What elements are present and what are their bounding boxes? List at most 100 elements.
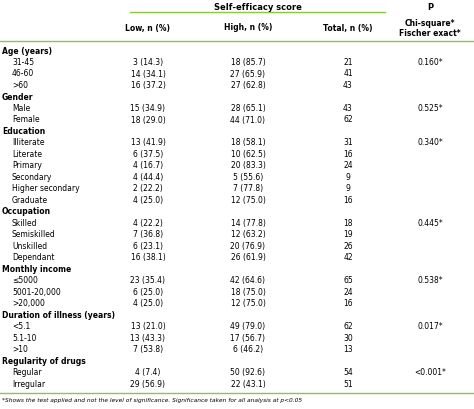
Text: 18 (29.0): 18 (29.0) — [131, 115, 165, 124]
Text: 4 (44.4): 4 (44.4) — [133, 173, 163, 182]
Text: <5.1: <5.1 — [12, 322, 30, 331]
Text: 5.1-10: 5.1-10 — [12, 333, 36, 342]
Text: High, n (%): High, n (%) — [224, 23, 272, 32]
Text: 44 (71.0): 44 (71.0) — [230, 115, 265, 124]
Text: 16: 16 — [343, 196, 353, 204]
Text: 29 (56.9): 29 (56.9) — [130, 379, 165, 388]
Text: >60: >60 — [12, 81, 28, 90]
Text: Male: Male — [12, 104, 30, 113]
Text: 18: 18 — [343, 218, 353, 227]
Text: 9: 9 — [346, 184, 350, 193]
Text: 0.340*: 0.340* — [417, 138, 443, 147]
Text: 0.160*: 0.160* — [417, 58, 443, 67]
Text: Skilled: Skilled — [12, 218, 37, 227]
Text: 22 (43.1): 22 (43.1) — [231, 379, 265, 388]
Text: 27 (62.8): 27 (62.8) — [231, 81, 265, 90]
Text: Total, n (%): Total, n (%) — [323, 23, 373, 32]
Text: 7 (77.8): 7 (77.8) — [233, 184, 263, 193]
Text: 16 (38.1): 16 (38.1) — [131, 253, 165, 262]
Text: 23 (35.4): 23 (35.4) — [130, 276, 165, 285]
Text: Regular: Regular — [12, 368, 42, 377]
Text: Dependant: Dependant — [12, 253, 55, 262]
Text: 14 (34.1): 14 (34.1) — [130, 70, 165, 78]
Text: 16: 16 — [343, 150, 353, 159]
Text: 0.445*: 0.445* — [417, 218, 443, 227]
Text: 4 (25.0): 4 (25.0) — [133, 196, 163, 204]
Text: 6 (25.0): 6 (25.0) — [133, 287, 163, 296]
Text: Illiterate: Illiterate — [12, 138, 45, 147]
Text: Low, n (%): Low, n (%) — [126, 23, 171, 32]
Text: Semiskilled: Semiskilled — [12, 230, 56, 239]
Text: 4 (16.7): 4 (16.7) — [133, 161, 163, 170]
Text: Graduate: Graduate — [12, 196, 48, 204]
Text: Gender: Gender — [2, 92, 34, 101]
Text: Literate: Literate — [12, 150, 42, 159]
Text: 6 (23.1): 6 (23.1) — [133, 241, 163, 250]
Text: 46-60: 46-60 — [12, 70, 34, 78]
Text: 13: 13 — [343, 345, 353, 354]
Text: 20 (83.3): 20 (83.3) — [230, 161, 265, 170]
Text: Education: Education — [2, 127, 45, 136]
Text: 65: 65 — [343, 276, 353, 285]
Text: 15 (34.9): 15 (34.9) — [130, 104, 165, 113]
Text: 26: 26 — [343, 241, 353, 250]
Text: 6 (46.2): 6 (46.2) — [233, 345, 263, 354]
Text: 54: 54 — [343, 368, 353, 377]
Text: 0.525*: 0.525* — [417, 104, 443, 113]
Text: 2 (22.2): 2 (22.2) — [133, 184, 163, 193]
Text: Higher secondary: Higher secondary — [12, 184, 80, 193]
Text: 16 (37.2): 16 (37.2) — [130, 81, 165, 90]
Text: Occupation: Occupation — [2, 207, 51, 216]
Text: 28 (65.1): 28 (65.1) — [231, 104, 265, 113]
Text: Secondary: Secondary — [12, 173, 52, 182]
Text: 18 (85.7): 18 (85.7) — [231, 58, 265, 67]
Text: 62: 62 — [343, 322, 353, 331]
Text: Female: Female — [12, 115, 40, 124]
Text: 7 (53.8): 7 (53.8) — [133, 345, 163, 354]
Text: 12 (75.0): 12 (75.0) — [230, 299, 265, 308]
Text: 4 (25.0): 4 (25.0) — [133, 299, 163, 308]
Text: Duration of illness (years): Duration of illness (years) — [2, 310, 115, 319]
Text: >10: >10 — [12, 345, 28, 354]
Text: Fischer exact*: Fischer exact* — [399, 29, 461, 37]
Text: 13 (21.0): 13 (21.0) — [131, 322, 165, 331]
Text: 4 (7.4): 4 (7.4) — [135, 368, 161, 377]
Text: 5 (55.6): 5 (55.6) — [233, 173, 263, 182]
Text: 50 (92.6): 50 (92.6) — [230, 368, 265, 377]
Text: Self-efficacy score: Self-efficacy score — [214, 3, 301, 12]
Text: *Shows the test applied and not the level of significance. Significance taken fo: *Shows the test applied and not the leve… — [2, 398, 302, 402]
Text: 17 (56.7): 17 (56.7) — [230, 333, 265, 342]
Text: 51: 51 — [343, 379, 353, 388]
Text: 24: 24 — [343, 287, 353, 296]
Text: 31: 31 — [343, 138, 353, 147]
Text: 0.017*: 0.017* — [417, 322, 443, 331]
Text: Primary: Primary — [12, 161, 42, 170]
Text: 9: 9 — [346, 173, 350, 182]
Text: 7 (36.8): 7 (36.8) — [133, 230, 163, 239]
Text: 12 (63.2): 12 (63.2) — [231, 230, 265, 239]
Text: 18 (58.1): 18 (58.1) — [231, 138, 265, 147]
Text: Irregular: Irregular — [12, 379, 45, 388]
Text: 12 (75.0): 12 (75.0) — [230, 196, 265, 204]
Text: 49 (79.0): 49 (79.0) — [230, 322, 265, 331]
Text: 5001-20,000: 5001-20,000 — [12, 287, 61, 296]
Text: 43: 43 — [343, 81, 353, 90]
Text: 16: 16 — [343, 299, 353, 308]
Text: 13 (41.9): 13 (41.9) — [130, 138, 165, 147]
Text: 42 (64.6): 42 (64.6) — [230, 276, 265, 285]
Text: 21: 21 — [343, 58, 353, 67]
Text: 6 (37.5): 6 (37.5) — [133, 150, 163, 159]
Text: 31-45: 31-45 — [12, 58, 34, 67]
Text: 27 (65.9): 27 (65.9) — [230, 70, 265, 78]
Text: 0.538*: 0.538* — [417, 276, 443, 285]
Text: 30: 30 — [343, 333, 353, 342]
Text: 4 (22.2): 4 (22.2) — [133, 218, 163, 227]
Text: 62: 62 — [343, 115, 353, 124]
Text: 26 (61.9): 26 (61.9) — [230, 253, 265, 262]
Text: 19: 19 — [343, 230, 353, 239]
Text: Regularity of drugs: Regularity of drugs — [2, 356, 86, 365]
Text: Chi-square*: Chi-square* — [405, 20, 455, 29]
Text: Age (years): Age (years) — [2, 46, 52, 55]
Text: 10 (62.5): 10 (62.5) — [230, 150, 265, 159]
Text: 20 (76.9): 20 (76.9) — [230, 241, 265, 250]
